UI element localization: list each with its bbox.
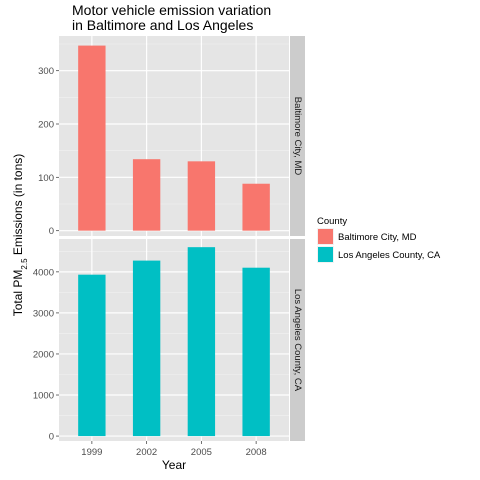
y-axis-title-suffix: Emissions (in tons)	[11, 154, 25, 259]
bar-2002	[132, 159, 161, 231]
y-tick-label: 2000	[33, 349, 54, 360]
bar-2008	[242, 183, 270, 231]
y-tick-label: 300	[38, 66, 54, 77]
y-tick-label: 0	[49, 226, 54, 237]
legend-entry-label: Los Angeles County, CA	[338, 250, 441, 261]
x-tick-label: 1999	[81, 447, 102, 458]
panel-0: 0 100 200 300 Baltimore City, MD	[38, 36, 305, 237]
x-tick-label: 2005	[191, 447, 212, 458]
bar-1999	[78, 45, 106, 231]
panel-1: 0 1000 2000 3000 4000 Los Angeles County, CA	[33, 239, 305, 443]
y-tick-label: 4000	[33, 267, 54, 278]
chart-title-line-2: in Baltimore and Los Angeles	[72, 17, 253, 33]
x-axis-title: Year	[162, 458, 186, 472]
bar-2005	[187, 247, 216, 437]
legend-entry-label: Baltimore City, MD	[338, 232, 417, 243]
y-tick-label: 200	[38, 120, 54, 131]
y-axis-title-subscript: 2.5	[20, 258, 29, 270]
y-tick-label: 1000	[33, 391, 54, 402]
chart-title: Motor vehicle emission variation in Balt…	[72, 2, 271, 33]
legend: County Baltimore City, MD Los Angeles Coun…	[317, 216, 441, 263]
bar-2005	[187, 161, 216, 231]
y-axis-title: Total PM2.5 Emissions (in tons)	[11, 154, 29, 317]
bar-2008	[242, 267, 270, 437]
legend-title: County	[317, 216, 347, 227]
facet-strip	[290, 36, 305, 236]
bar-1999	[78, 274, 106, 437]
bar-2002	[132, 260, 161, 437]
legend-key-swatch	[318, 247, 333, 262]
legend-key-swatch	[318, 229, 333, 244]
facet-strip	[290, 239, 305, 441]
chart-title-line-1: Motor vehicle emission variation	[72, 2, 271, 18]
facet-strip-label: Los Angeles County, CA	[292, 289, 303, 392]
facet-strip-label: Baltimore City, MD	[292, 97, 303, 176]
y-tick-label: 0	[49, 432, 54, 443]
y-tick-label: 100	[38, 173, 54, 184]
y-tick-label: 3000	[33, 308, 54, 319]
y-axis-title-prefix: Total PM	[11, 270, 25, 317]
x-tick-label: 2008	[246, 447, 267, 458]
x-tick-label: 2002	[136, 447, 157, 458]
